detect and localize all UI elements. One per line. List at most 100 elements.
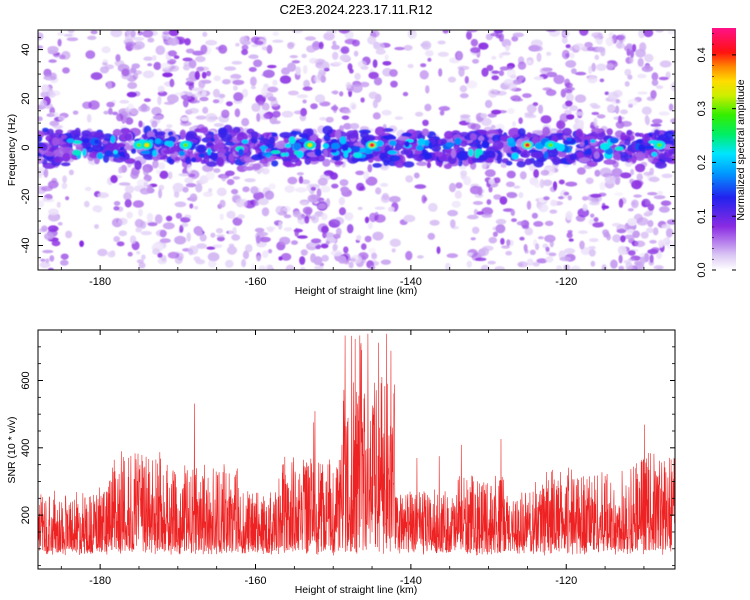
heatmap-cell	[40, 258, 46, 262]
heatmap-cell	[191, 87, 204, 92]
heatmap-cell	[316, 188, 322, 198]
heatmap-cell	[351, 83, 363, 93]
heatmap-cell	[565, 181, 578, 187]
heatmap-cell	[634, 240, 646, 248]
heatmap-cell	[222, 79, 231, 85]
heatmap-cell	[488, 88, 498, 98]
heatmap-cell	[111, 218, 123, 228]
heatmap-cell	[480, 113, 488, 119]
heatmap-cell	[339, 179, 349, 187]
heatmap-cell	[455, 182, 463, 189]
heatmap-cell	[175, 212, 183, 219]
heatmap-cell	[221, 109, 230, 119]
heatmap-cell	[136, 179, 149, 187]
heatmap-cell	[124, 199, 132, 208]
heatmap-cell	[124, 41, 137, 46]
heatmap-band-feature	[140, 150, 150, 155]
heatmap-band-cell	[352, 129, 358, 134]
heatmap-cell	[48, 59, 57, 63]
heatmap-cell	[658, 206, 670, 213]
heatmap-cell	[346, 224, 354, 234]
heatmap-cell	[364, 235, 372, 243]
heatmap-cell	[493, 30, 504, 34]
heatmap-cell	[616, 34, 626, 41]
heatmap-cell	[565, 100, 573, 107]
heatmap-cell	[553, 74, 565, 85]
heatmap-cell	[533, 76, 544, 81]
heatmap-cell	[228, 243, 235, 248]
heatmap-cell	[628, 103, 633, 108]
heatmap-cell	[261, 207, 270, 217]
heatmap-band-cell	[470, 133, 477, 141]
heatmap-band-feature	[341, 143, 349, 152]
heatmap-cell	[134, 218, 144, 228]
heatmap-band-cell	[89, 152, 98, 159]
heatmap-cell	[239, 36, 248, 45]
heatmap-cell	[250, 85, 256, 90]
heatmap-cell	[292, 211, 302, 218]
heatmap-cell	[254, 40, 264, 46]
heatmap-cell	[582, 196, 589, 201]
heatmap-cell	[201, 90, 207, 97]
heatmap-cell	[627, 74, 633, 80]
heatmap-cell	[278, 221, 283, 230]
heatmap-cell	[199, 233, 207, 242]
heatmap-cell	[190, 99, 201, 104]
heatmap-cell	[130, 30, 136, 38]
heatmap-cell	[506, 239, 511, 247]
heatmap-cell	[649, 239, 657, 244]
heatmap-band-cell	[443, 163, 452, 169]
heatmap-cell	[540, 169, 550, 176]
heatmap-cell	[319, 117, 327, 121]
heatmap-band-cell	[259, 159, 269, 164]
heatmap-cell	[543, 196, 550, 201]
heatmap-cell	[232, 217, 243, 226]
heatmap-band-feature	[110, 135, 116, 144]
heatmap-cell	[318, 41, 324, 50]
heatmap-band-cell	[364, 134, 376, 142]
heatmap-band-cell	[552, 156, 561, 166]
heatmap-cell	[264, 190, 275, 200]
heatmap-cell	[225, 170, 235, 177]
heatmap-band-cell	[322, 158, 331, 167]
heatmap-band-cell	[112, 128, 122, 137]
heatmap-cell	[143, 56, 154, 61]
heatmap-cell	[601, 205, 610, 209]
heatmap-cell	[57, 222, 63, 226]
heatmap-cell	[307, 194, 320, 203]
heatmap-cell	[208, 188, 213, 193]
heatmap-cell	[188, 82, 195, 91]
heatmap-cell	[495, 224, 506, 234]
heatmap-cell	[65, 196, 70, 201]
heatmap-band-cell	[453, 145, 460, 150]
heatmap-cell	[317, 177, 328, 186]
heatmap-band-cell	[205, 132, 213, 140]
heatmap-band-cell	[323, 149, 329, 158]
heatmap-band-feature	[280, 152, 286, 157]
heatmap-cell	[466, 214, 479, 220]
heatmap-cell	[506, 192, 518, 199]
heatmap-cell	[339, 54, 351, 62]
heatmap-band-cell	[521, 150, 531, 158]
heatmap-band-feature	[376, 140, 384, 147]
heatmap-cell	[314, 265, 324, 270]
heatmap-cell	[113, 236, 120, 243]
heatmap-cell	[356, 235, 362, 241]
heatmap-cell	[132, 200, 144, 208]
heatmap-cell	[631, 199, 639, 209]
heatmap-cell	[181, 222, 189, 227]
heatmap-cell	[136, 251, 141, 255]
heatmap-cell	[645, 210, 651, 217]
heatmap-cell	[499, 196, 508, 205]
heatmap-cell	[56, 201, 61, 208]
heatmap-cell	[332, 51, 339, 60]
heatmap-cell	[268, 249, 273, 254]
heatmap-cell	[580, 247, 591, 256]
heatmap-band-feature	[104, 150, 113, 157]
heatmap-band-cell	[508, 127, 521, 138]
heatmap-band-cell	[593, 151, 600, 159]
heatmap-cell	[423, 196, 428, 202]
heatmap-cell	[331, 183, 339, 189]
